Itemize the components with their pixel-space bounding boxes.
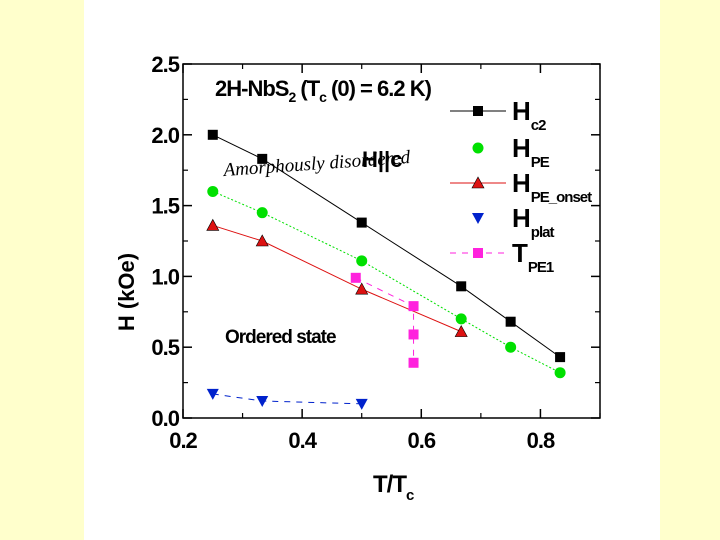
x-tick-label: 0.8	[527, 428, 555, 453]
data-point	[356, 217, 367, 228]
y-tick-label: 0.0	[151, 406, 179, 431]
legend-item-tpe1: TPE1	[450, 238, 555, 276]
series-line	[212, 393, 362, 405]
legend-label: TPE1	[512, 238, 554, 276]
legend-label-main: H	[512, 96, 531, 126]
y-tick-label: 2.5	[151, 52, 179, 77]
legend-label: HPE_onset	[512, 168, 592, 206]
data-point	[255, 234, 269, 247]
y-tick-label: 0.5	[151, 335, 179, 360]
data-point	[408, 329, 419, 340]
series-line	[212, 224, 462, 333]
title-part-a: 2H-NbS	[215, 76, 289, 101]
series-line	[212, 190, 561, 374]
data-point	[355, 282, 369, 295]
legend-marker	[471, 176, 485, 189]
x-tick-label: 0.6	[407, 428, 435, 453]
legend-label-main: H	[512, 133, 531, 163]
slide: 0.2 0.4 0.6 0.8 0.0 0.5 1.0 1.5 2.0 2.5 2H-NbS2 …	[84, 0, 660, 540]
legend-label: Hc2	[512, 96, 546, 134]
data-point	[555, 352, 566, 363]
series-layer	[206, 129, 566, 410]
legend-marker	[472, 142, 484, 154]
y-tick-label: 1.0	[151, 264, 179, 289]
legend-marker	[473, 248, 483, 258]
data-point	[257, 153, 268, 164]
legend-label: HPE	[512, 133, 550, 171]
title-sub-c: c	[319, 89, 327, 105]
title-part-c: (T	[295, 76, 320, 101]
data-point	[455, 313, 467, 325]
data-point	[505, 316, 516, 327]
chart-title: 2H-NbS2 (Tc (0) = 6.2 K)	[215, 76, 432, 105]
series-hplat	[206, 388, 368, 410]
legend-item-hpe-onset: HPE_onset	[450, 168, 593, 206]
x-tick-label: 0.2	[169, 428, 197, 453]
legend-item-hc2: Hc2	[450, 96, 547, 134]
legend-label-sub: PE	[531, 154, 550, 171]
chart: 0.2 0.4 0.6 0.8 0.0 0.5 1.0 1.5 2.0 2.5 2H-NbS2 …	[114, 52, 601, 504]
x-tick-labels: 0.2 0.4 0.6 0.8	[169, 428, 556, 453]
title-sub-2: 2	[288, 89, 296, 105]
data-point	[350, 272, 361, 283]
legend-label-sub: c2	[531, 117, 546, 134]
legend-label-main: H	[512, 168, 531, 198]
legend-item-hpe: HPE	[472, 133, 551, 171]
legend-label: Hplat	[512, 203, 554, 241]
data-point	[454, 324, 468, 337]
series-hpe	[207, 185, 566, 379]
data-point	[256, 207, 268, 219]
y-tick-label: 2.0	[151, 123, 179, 148]
data-point	[408, 357, 419, 368]
y-axis-label: H (kOe)	[114, 253, 139, 331]
series-tpe1	[350, 272, 419, 368]
data-point	[456, 281, 467, 292]
data-point	[505, 341, 517, 353]
legend-item-hplat: Hplat	[472, 203, 555, 241]
y-tick-label: 1.5	[151, 194, 179, 219]
data-point	[355, 398, 368, 410]
y-tick-labels: 0.0 0.5 1.0 1.5 2.0 2.5	[151, 52, 180, 431]
legend-label-sub: plat	[531, 224, 555, 241]
x-tick-label: 0.4	[288, 428, 317, 453]
legend-marker	[473, 106, 483, 116]
legend-label-sub: PE1	[528, 259, 554, 276]
x-label-main: T/T	[373, 471, 407, 498]
data-point	[256, 396, 269, 408]
annotation-field: H||c	[362, 147, 402, 172]
legend-label-main: H	[512, 203, 531, 233]
data-point	[356, 255, 368, 267]
x-axis-label: T/Tc	[373, 471, 414, 504]
data-point	[207, 129, 218, 140]
data-point	[206, 388, 219, 400]
data-point	[207, 185, 219, 197]
series-hc2	[207, 129, 566, 363]
axis-ticks	[182, 63, 601, 419]
title-part-e: (0) = 6.2 K)	[326, 76, 432, 101]
data-point	[408, 301, 419, 312]
series-hpe-onset	[206, 218, 468, 337]
legend-marker	[472, 213, 484, 224]
legend-label-main: T	[512, 238, 528, 268]
data-point	[554, 367, 566, 379]
annotation-ordered: Ordered state	[225, 327, 336, 348]
x-label-sub: c	[406, 487, 414, 504]
data-point	[206, 218, 220, 231]
series-line	[212, 134, 561, 358]
legend-label-sub: PE_onset	[531, 189, 592, 206]
